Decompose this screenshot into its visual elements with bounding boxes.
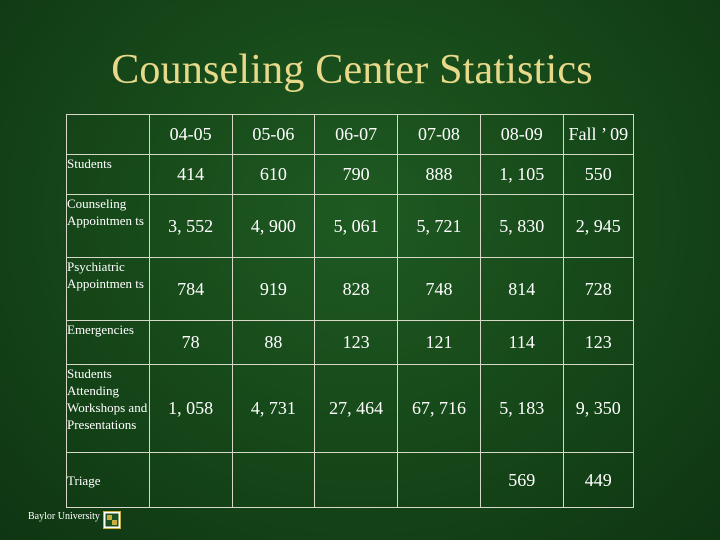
statistics-table: 04-05 05-06 06-07 07-08 08-09 Fall ’ 09 … — [66, 114, 635, 508]
table-cell: 67, 716 — [397, 364, 481, 453]
table-cell: 748 — [397, 257, 481, 321]
table-cell: 784 — [148, 257, 233, 321]
table-cell: 5, 721 — [397, 194, 481, 258]
table-row: Triage 569 449 — [66, 452, 635, 508]
table-cell — [314, 452, 399, 508]
table-cell: 610 — [231, 154, 316, 195]
table-cell: 123 — [562, 320, 635, 365]
table-cell: 121 — [397, 320, 481, 365]
table-cell: 123 — [314, 320, 399, 365]
table-row: Emergencies 78 88 123 121 114 123 — [66, 320, 635, 365]
table-cell: 4, 731 — [231, 364, 316, 453]
table-cell: 4, 900 — [231, 194, 316, 258]
row-label: Students Attending Workshops and Present… — [66, 364, 150, 453]
table-cell: 1, 105 — [479, 154, 564, 195]
table-row: Counseling Appointmen ts 3, 552 4, 900 5… — [66, 194, 635, 258]
column-header: 04-05 — [148, 114, 233, 155]
table-cell: 919 — [231, 257, 316, 321]
table-cell: 27, 464 — [314, 364, 399, 453]
column-header: Fall ’ 09 — [562, 114, 635, 155]
table-cell — [231, 452, 316, 508]
table-cell: 114 — [479, 320, 564, 365]
row-label: Counseling Appointmen ts — [66, 194, 150, 258]
footer-institution: Baylor University — [28, 511, 100, 522]
column-header: 06-07 — [314, 114, 399, 155]
row-label: Emergencies — [66, 320, 150, 365]
table-cell: 5, 061 — [314, 194, 399, 258]
table-cell: 78 — [148, 320, 233, 365]
table-cell: 88 — [231, 320, 316, 365]
table-cell: 814 — [479, 257, 564, 321]
table-cell: 888 — [397, 154, 481, 195]
table-cell: 414 — [148, 154, 233, 195]
column-header: 08-09 — [479, 114, 564, 155]
table-cell: 5, 183 — [479, 364, 564, 453]
table-cell: 9, 350 — [562, 364, 635, 453]
row-label: Triage — [66, 452, 150, 508]
table-cell — [397, 452, 481, 508]
table-cell: 569 — [479, 452, 564, 508]
header-corner — [66, 114, 150, 155]
table-cell: 550 — [562, 154, 635, 195]
row-label: Psychiatric Appointmen ts — [66, 257, 150, 321]
row-label: Students — [66, 154, 150, 195]
table-cell: 728 — [562, 257, 635, 321]
table-row: Students 414 610 790 888 1, 105 550 — [66, 154, 635, 195]
baylor-logo-icon — [103, 511, 121, 529]
column-header: 07-08 — [397, 114, 481, 155]
column-header: 05-06 — [231, 114, 316, 155]
table-cell: 5, 830 — [479, 194, 564, 258]
table-cell: 449 — [562, 452, 635, 508]
table-cell — [148, 452, 233, 508]
table-cell: 790 — [314, 154, 399, 195]
table-header-row: 04-05 05-06 06-07 07-08 08-09 Fall ’ 09 — [66, 114, 635, 155]
table-row: Psychiatric Appointmen ts 784 919 828 74… — [66, 257, 635, 321]
slide-title: Counseling Center Statistics — [111, 47, 593, 93]
table-cell: 2, 945 — [562, 194, 635, 258]
table-cell: 1, 058 — [148, 364, 233, 453]
table-row: Students Attending Workshops and Present… — [66, 364, 635, 453]
table-cell: 828 — [314, 257, 399, 321]
table-cell: 3, 552 — [148, 194, 233, 258]
